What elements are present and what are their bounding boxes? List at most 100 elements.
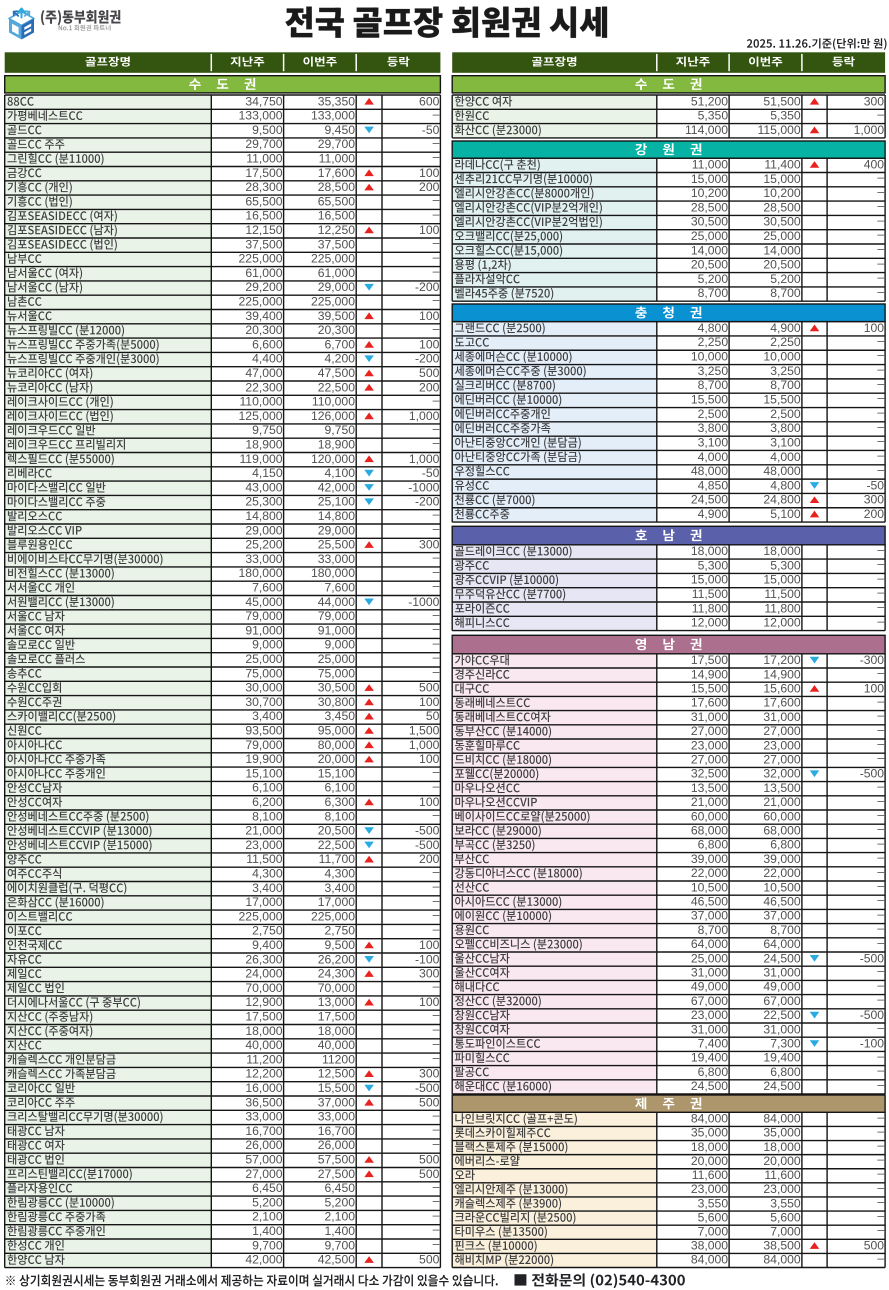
svg-text:19,900: 19,900 [245, 752, 282, 766]
svg-text:25,000: 25,000 [691, 229, 728, 243]
svg-text:64,000: 64,000 [691, 937, 728, 951]
svg-text:–: – [877, 907, 884, 921]
svg-text:–: – [433, 1008, 440, 1022]
svg-text:19,400: 19,400 [763, 1051, 800, 1065]
svg-text:29,000: 29,000 [318, 280, 355, 294]
svg-text:–: – [433, 193, 440, 207]
svg-text:110,000: 110,000 [312, 395, 355, 409]
svg-text:6,800: 6,800 [770, 838, 801, 852]
svg-text:3,550: 3,550 [698, 1196, 729, 1210]
svg-text:35,350: 35,350 [318, 94, 355, 108]
svg-text:1,400: 1,400 [325, 1224, 356, 1238]
svg-text:20,500: 20,500 [763, 258, 800, 272]
svg-text:–: – [433, 636, 440, 650]
svg-text:30,500: 30,500 [318, 681, 355, 695]
svg-text:10,500: 10,500 [691, 880, 728, 894]
svg-text:14,000: 14,000 [763, 243, 800, 257]
svg-text:26,200: 26,200 [318, 952, 355, 966]
svg-text:–: – [433, 1222, 440, 1236]
svg-text:200: 200 [419, 852, 440, 866]
svg-text:–: – [433, 135, 440, 149]
svg-text:84,000: 84,000 [763, 1253, 800, 1267]
svg-text:–: – [877, 921, 884, 935]
svg-text:14,900: 14,900 [691, 667, 728, 681]
svg-text:-500: -500 [860, 767, 885, 781]
svg-text:–: – [877, 1077, 884, 1091]
svg-text:–: – [877, 751, 884, 765]
svg-text:–: – [877, 864, 884, 878]
svg-text:–: – [877, 448, 884, 462]
svg-text:9,500: 9,500 [325, 938, 356, 952]
svg-text:-1000: -1000 [408, 595, 439, 609]
svg-text:6,700: 6,700 [325, 337, 356, 351]
svg-text:17,000: 17,000 [318, 895, 355, 909]
svg-text:11,800: 11,800 [764, 601, 801, 615]
svg-text:7,600: 7,600 [325, 581, 356, 595]
svg-text:–: – [433, 1194, 440, 1208]
svg-text:57,500: 57,500 [318, 1153, 355, 1167]
svg-text:48,000: 48,000 [691, 464, 728, 478]
svg-text:16,700: 16,700 [245, 1124, 282, 1138]
svg-text:49,000: 49,000 [763, 980, 800, 994]
svg-text:24,800: 24,800 [763, 493, 800, 507]
svg-text:-50: -50 [422, 123, 440, 137]
svg-text:20,300: 20,300 [245, 323, 282, 337]
svg-text:30,700: 30,700 [245, 695, 282, 709]
svg-text:-500: -500 [415, 1081, 440, 1095]
svg-text:9,700: 9,700 [325, 1238, 356, 1252]
svg-text:11,000: 11,000 [319, 152, 356, 166]
svg-text:1,000: 1,000 [409, 452, 440, 466]
svg-text:39,400: 39,400 [245, 309, 282, 323]
svg-text:-50: -50 [422, 466, 440, 480]
svg-text:7,000: 7,000 [770, 1224, 801, 1238]
svg-text:26,000: 26,000 [318, 1138, 355, 1152]
svg-text:100: 100 [419, 752, 440, 766]
svg-text:15,500: 15,500 [318, 1081, 355, 1095]
svg-text:–: – [877, 242, 884, 256]
svg-text:22,500: 22,500 [318, 838, 355, 852]
svg-text:115,000: 115,000 [758, 123, 801, 137]
svg-text:93,500: 93,500 [245, 724, 282, 738]
svg-text:38,000: 38,000 [691, 1239, 728, 1253]
svg-text:9,450: 9,450 [325, 123, 356, 137]
svg-text:1,000: 1,000 [409, 738, 440, 752]
svg-text:5,100: 5,100 [770, 507, 801, 521]
svg-text:600: 600 [419, 94, 440, 108]
svg-text:114,000: 114,000 [685, 123, 728, 137]
svg-text:48,000: 48,000 [763, 464, 800, 478]
svg-text:20,000: 20,000 [318, 752, 355, 766]
svg-text:10,000: 10,000 [763, 350, 800, 364]
svg-text:49,000: 49,000 [691, 980, 728, 994]
svg-text:68,000: 68,000 [763, 824, 800, 838]
svg-text:–: – [877, 879, 884, 893]
svg-text:–: – [877, 1124, 884, 1138]
svg-text:–: – [877, 170, 884, 184]
svg-text:67,000: 67,000 [691, 994, 728, 1008]
svg-text:–: – [877, 822, 884, 836]
svg-text:–: – [877, 836, 884, 850]
svg-text:–: – [433, 1237, 440, 1251]
svg-text:15,500: 15,500 [763, 393, 800, 407]
svg-text:30,500: 30,500 [763, 215, 800, 229]
svg-text:15,000: 15,000 [763, 573, 800, 587]
svg-text:25,500: 25,500 [318, 538, 355, 552]
svg-text:29,200: 29,200 [245, 280, 282, 294]
svg-text:19,400: 19,400 [691, 1051, 728, 1065]
svg-text:18,000: 18,000 [763, 544, 800, 558]
svg-text:26,000: 26,000 [245, 1138, 282, 1152]
svg-text:27,000: 27,000 [245, 1167, 282, 1181]
svg-text:133,000: 133,000 [239, 109, 283, 123]
svg-text:67,000: 67,000 [763, 994, 800, 1008]
svg-text:13,500: 13,500 [763, 781, 800, 795]
svg-text:–: – [433, 922, 440, 936]
svg-text:6,800: 6,800 [698, 1065, 729, 1079]
svg-text:17,500: 17,500 [245, 1010, 282, 1024]
svg-text:6,200: 6,200 [252, 795, 283, 809]
svg-text:11,000: 11,000 [246, 152, 283, 166]
svg-text:2,750: 2,750 [325, 924, 356, 938]
svg-text:–: – [433, 264, 440, 278]
svg-text:119,000: 119,000 [239, 452, 282, 466]
svg-text:20,300: 20,300 [318, 323, 355, 337]
svg-text:–: – [433, 650, 440, 664]
svg-text:500: 500 [419, 1153, 440, 1167]
